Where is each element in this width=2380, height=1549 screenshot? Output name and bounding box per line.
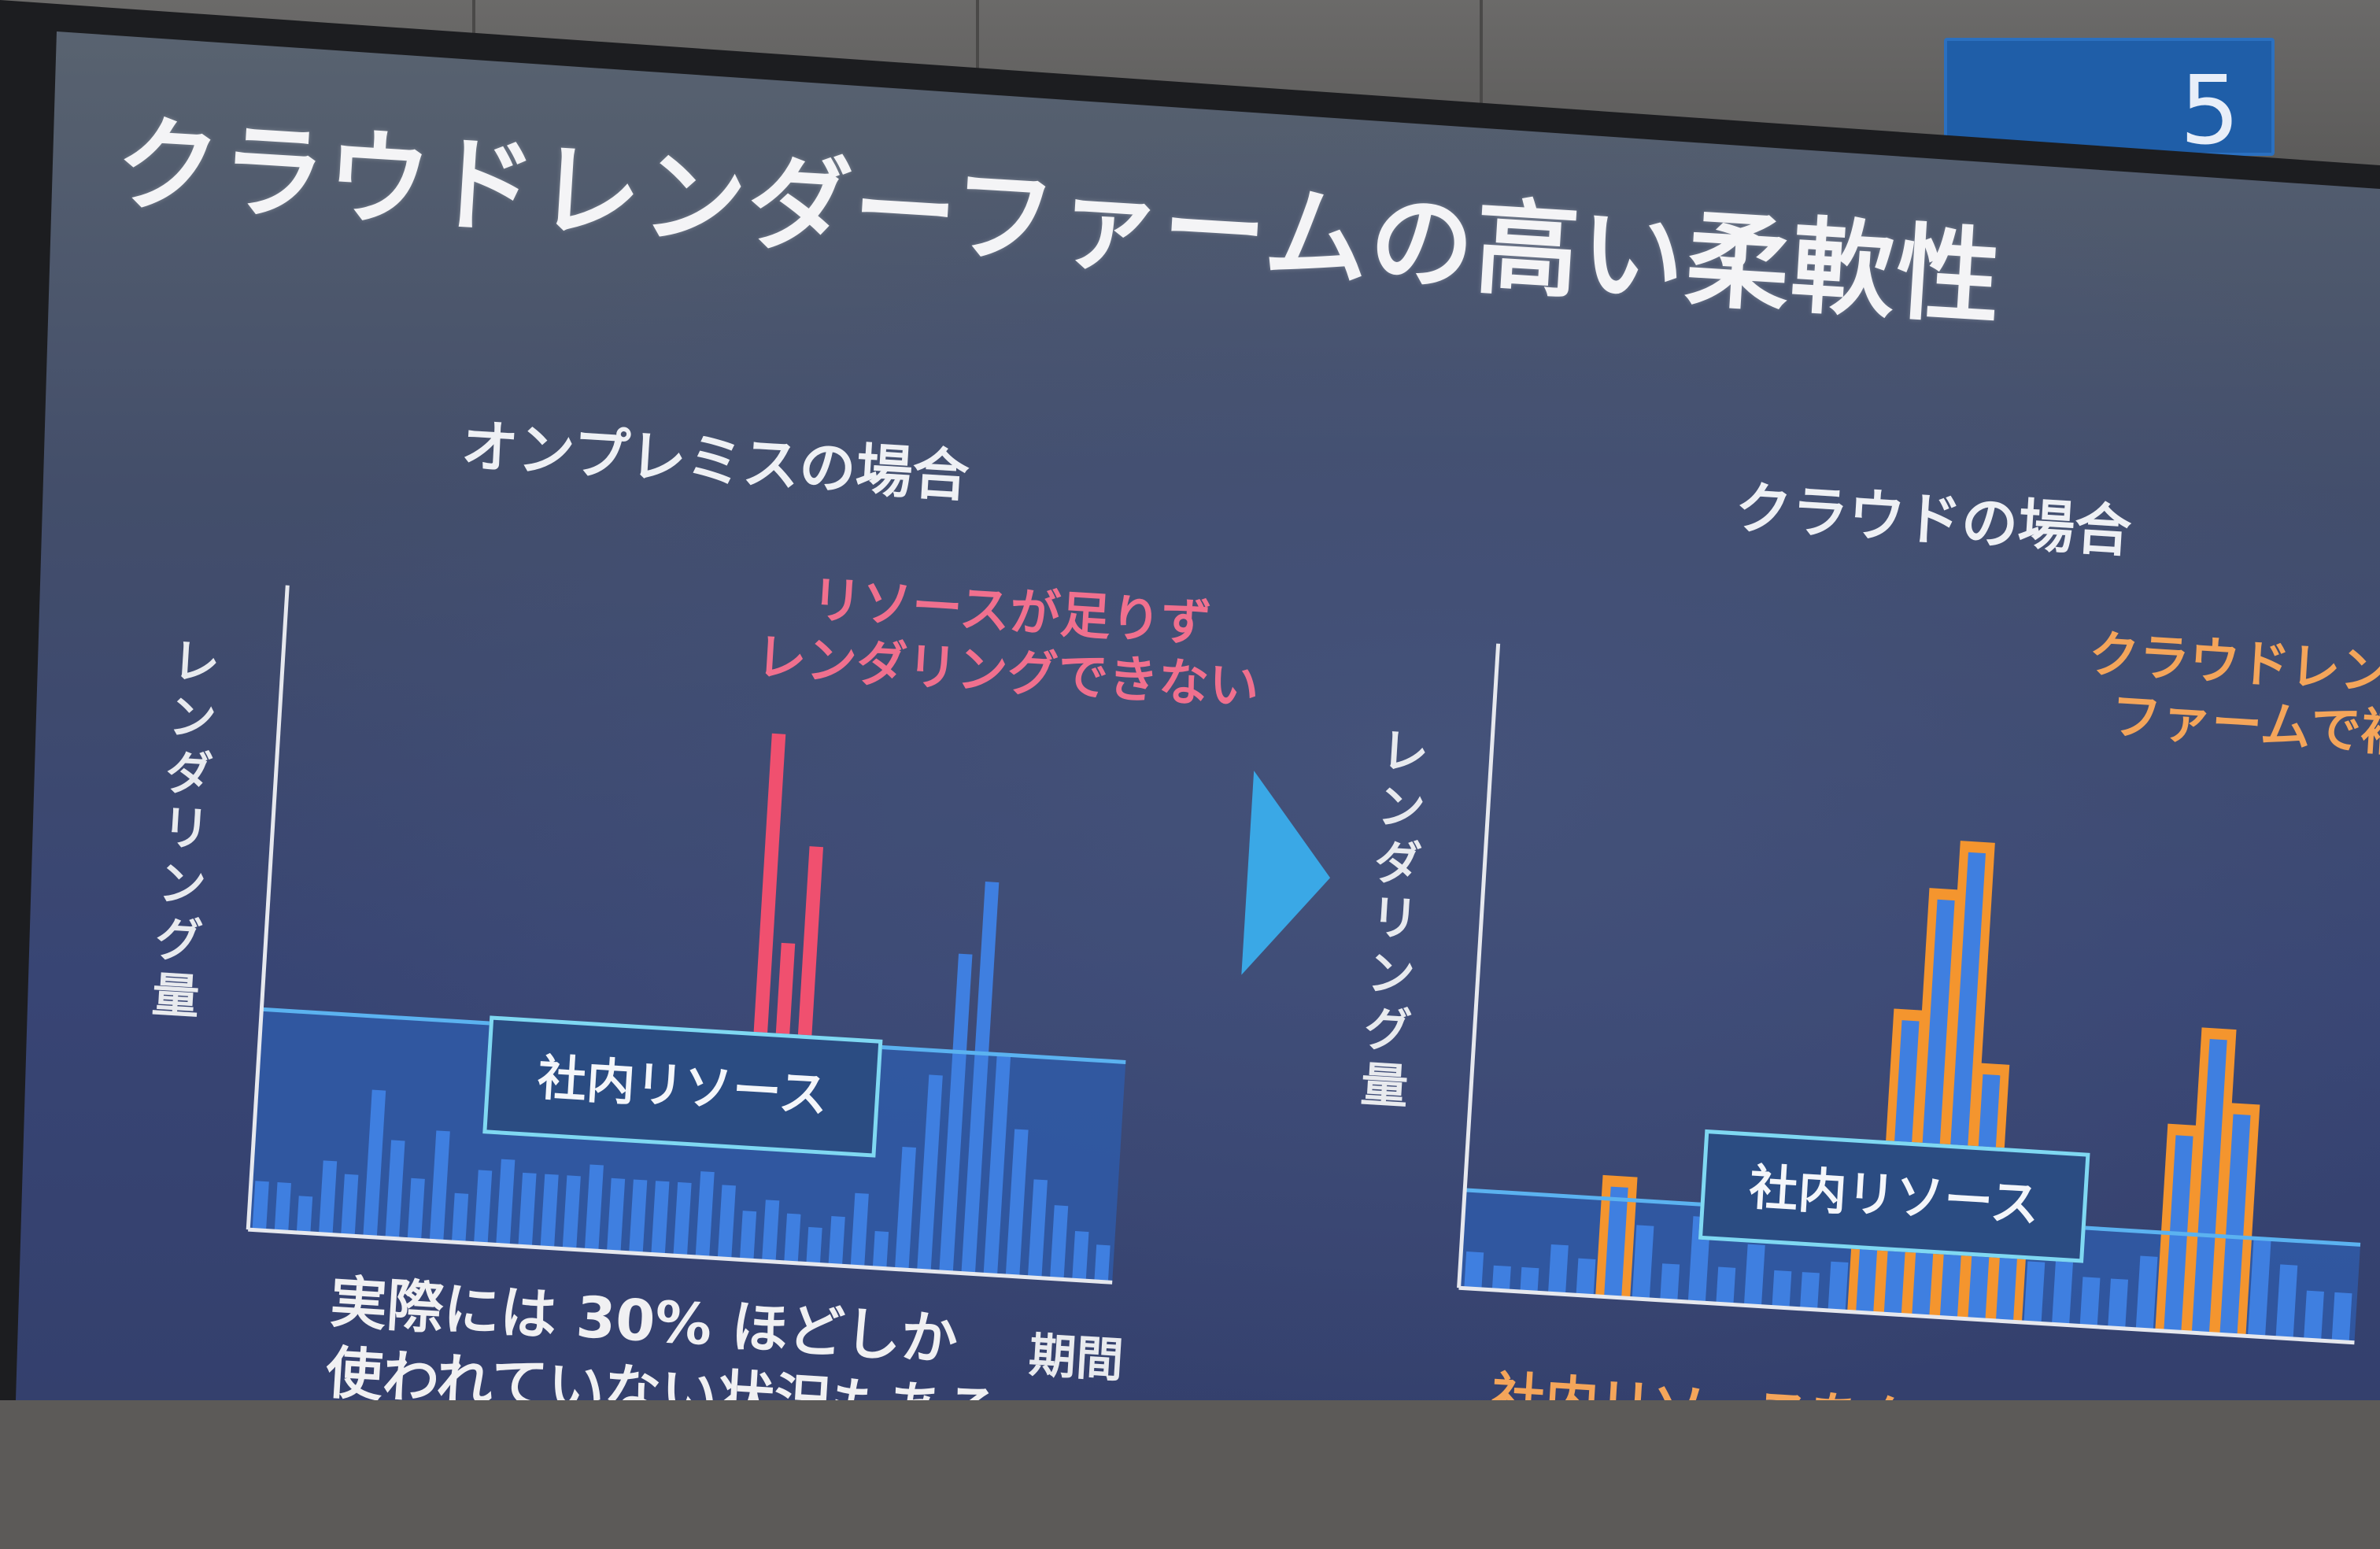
data-bar [695, 1171, 715, 1258]
data-bar [1005, 1129, 1029, 1277]
data-bar [407, 1177, 425, 1240]
data-bar [939, 953, 973, 1273]
onpremise-heading: オンプレミスの場合 [459, 412, 971, 510]
data-bar [1548, 1244, 1569, 1295]
onpremise-resource-box: 社内リソース [482, 1015, 883, 1158]
data-bar [1632, 1225, 1654, 1300]
data-bar [1576, 1258, 1596, 1296]
data-bar [518, 1172, 537, 1248]
data-bar [629, 1179, 648, 1254]
cloud-resource-box: 社内リソース [1698, 1129, 2090, 1263]
data-bar [252, 1181, 269, 1231]
data-bar [1743, 1244, 1765, 1307]
data-bar [2191, 1039, 2227, 1334]
data-bar [828, 1216, 845, 1266]
data-bar [2219, 1114, 2251, 1336]
data-bar [274, 1182, 291, 1233]
data-bar [496, 1159, 516, 1246]
data-bar [363, 1089, 386, 1238]
data-bar [717, 1185, 736, 1259]
data-bar [607, 1177, 626, 1253]
data-bar [1716, 1266, 1736, 1305]
data-bar [762, 1200, 780, 1262]
data-bar [429, 1130, 450, 1242]
data-bar [1491, 1265, 1511, 1292]
cloud-note-bottom: 社内リソースをクラウドに置き換えて [1489, 1366, 2380, 1484]
overflow-bar [753, 733, 786, 1041]
data-bar [1800, 1272, 1820, 1311]
data-bar [385, 1140, 405, 1239]
data-bar [2023, 1261, 2046, 1324]
data-bar [2275, 1264, 2298, 1340]
data-bar [784, 1213, 801, 1263]
onpremise-y-axis-label: レンダリング量 [150, 634, 222, 1026]
data-bar [1464, 1251, 1484, 1289]
data-bar [1027, 1179, 1048, 1278]
data-bar [540, 1174, 559, 1248]
data-bar [2108, 1278, 2129, 1329]
data-bar [961, 882, 1000, 1274]
data-bar [806, 1226, 822, 1265]
presentation-screen: クラウドレンダーファームの高い柔軟性 オンプレミスの場合 リソースが足りず レン… [16, 31, 2380, 1400]
data-bar [2304, 1290, 2324, 1341]
data-bar [2331, 1292, 2352, 1343]
x-axis [248, 1227, 1113, 1285]
data-bar [584, 1164, 604, 1251]
cloud-chart [1457, 643, 2361, 1345]
data-bar [2079, 1277, 2101, 1327]
overflow-bar [775, 942, 796, 1042]
onpremise-chart [246, 585, 1126, 1285]
data-bar [1520, 1266, 1539, 1293]
overflow-bar [797, 846, 824, 1044]
data-bar [296, 1196, 313, 1233]
data-bar [850, 1192, 869, 1268]
data-bar [1772, 1270, 1792, 1308]
data-bar [1072, 1231, 1089, 1281]
data-bar [451, 1192, 469, 1244]
data-bar [1604, 1186, 1628, 1298]
onpremise-x-axis-label: 期間 [1027, 1328, 1125, 1389]
data-bar [341, 1174, 359, 1237]
data-bar [2135, 1255, 2158, 1331]
wall-seam [1480, 0, 1483, 189]
transition-arrow-icon [1241, 771, 1337, 981]
cloud-heading: クラウドの場合 [1733, 474, 2134, 565]
data-bar [983, 1054, 1011, 1276]
data-bar [474, 1170, 493, 1244]
hall-sign: 5 [1944, 38, 2275, 156]
y-axis [1457, 643, 1501, 1288]
data-bar [562, 1175, 581, 1250]
data-bar [1050, 1205, 1069, 1280]
data-bar [319, 1160, 338, 1235]
data-bar [1828, 1261, 1849, 1312]
y-axis [246, 585, 290, 1230]
data-bar [917, 1074, 943, 1272]
data-bar [1094, 1244, 1111, 1282]
data-bar [651, 1181, 670, 1255]
data-bar [1660, 1263, 1680, 1302]
cloud-y-axis-label: レンダリング量 [1358, 723, 1431, 1115]
data-bar [872, 1231, 889, 1269]
x-axis [1458, 1285, 2355, 1345]
data-bar [894, 1146, 916, 1270]
data-bar [2247, 1238, 2271, 1337]
data-bar [739, 1211, 757, 1261]
data-bar [673, 1181, 692, 1257]
